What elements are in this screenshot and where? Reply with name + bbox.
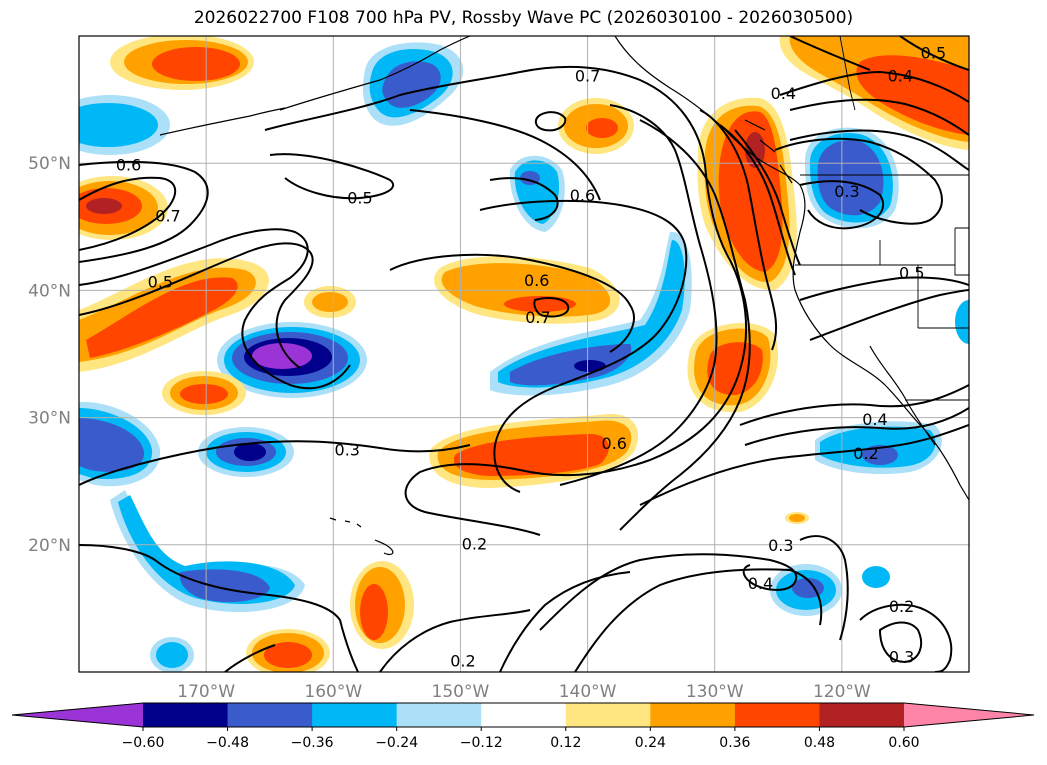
anomaly-negative — [805, 127, 899, 229]
contour-label: 0.7 — [575, 66, 600, 85]
contour-label: 0.6 — [524, 271, 549, 290]
anomaly-positive — [246, 629, 330, 672]
anomaly-positive — [350, 561, 414, 649]
lon-tick-label: 140°W — [559, 682, 617, 702]
colorbar-tick-label: 0.60 — [888, 735, 919, 751]
anomaly-negative — [79, 95, 170, 155]
anomaly-negative — [770, 564, 842, 616]
colorbar-extend-max — [904, 703, 1034, 727]
contour-label: 0.2 — [450, 652, 475, 671]
colorbar-tick-label: −0.48 — [206, 735, 249, 751]
anomaly-negative — [862, 566, 890, 588]
colorbar-segment — [650, 703, 736, 727]
contour-label: 0.5 — [921, 44, 946, 63]
map-title: 2026022700 F108 700 hPa PV, Rossby Wave … — [193, 8, 854, 28]
anomaly-positive — [79, 176, 168, 240]
colorbar-tick-label: −0.12 — [460, 735, 503, 751]
lat-tick-label: 30°N — [28, 409, 71, 429]
contour-label: 0.3 — [889, 648, 914, 667]
anomaly-negative — [490, 231, 692, 396]
anomaly-positive — [558, 98, 634, 154]
anomaly-positive — [304, 286, 356, 318]
lat-tick-label: 40°N — [28, 281, 71, 301]
colorbar-segment — [819, 703, 905, 727]
contour-label: 0.6 — [602, 434, 627, 453]
contour-label: 0.2 — [889, 597, 914, 616]
contour-label: 0.3 — [335, 440, 360, 459]
lat-tick-label: 20°N — [28, 536, 71, 556]
lon-tick-label: 170°W — [177, 682, 235, 702]
borders — [795, 36, 969, 401]
anomaly-positive — [687, 323, 779, 413]
contour-labels: 0.6 0.7 0.5 0.5 0.7 0.6 0.6 0.7 0.4 0.4 0.5 0.3 0.5 0… — [116, 44, 946, 671]
pv-contours — [79, 36, 969, 672]
latitude-labels: 50°N 40°N 30°N 20°N — [28, 154, 71, 556]
anomaly-negative — [110, 490, 305, 613]
colorbar-segment — [227, 703, 313, 727]
contour-label: 0.7 — [525, 308, 550, 327]
anomaly-positive — [697, 97, 797, 291]
anomaly-positive — [110, 36, 254, 90]
contour-label: 0.5 — [347, 189, 372, 208]
anomaly-negative — [955, 300, 969, 344]
contour-label: 0.5 — [899, 264, 924, 283]
colorbar-tick-label: −0.60 — [122, 735, 165, 751]
colorbar-segment — [396, 703, 482, 727]
plot-frame — [78, 35, 970, 673]
colorbar-tick-label: 0.48 — [804, 735, 835, 751]
colorbar-segment — [734, 703, 820, 727]
colorbar-tick-label: 0.36 — [719, 735, 750, 751]
contour-label: 0.4 — [862, 410, 887, 429]
contour-label: 0.4 — [888, 66, 913, 85]
colorbar-tick-label: 0.24 — [635, 735, 666, 751]
lon-tick-label: 150°W — [432, 682, 490, 702]
anomaly-positive — [162, 371, 246, 415]
contour-label: 0.3 — [768, 536, 793, 555]
contour-label: 0.4 — [748, 574, 773, 593]
colorbar-segment — [481, 703, 567, 727]
contour-label: 0.6 — [116, 155, 141, 174]
anomaly-positive — [779, 36, 969, 150]
lon-tick-label: 120°W — [813, 682, 871, 702]
anomaly-negative — [150, 637, 194, 672]
anomaly-negative — [198, 427, 294, 477]
contour-label: 0.3 — [834, 182, 859, 201]
contour-label: 0.6 — [570, 186, 595, 205]
anomaly-positive — [785, 512, 809, 524]
contour-label: 0.2 — [853, 444, 878, 463]
contour-label: 0.5 — [148, 272, 173, 291]
lat-tick-label: 50°N — [28, 154, 71, 174]
colorbar-tick-label: −0.36 — [291, 735, 334, 751]
colorbar-segment — [312, 703, 398, 727]
colorbar-extend-min — [12, 703, 143, 727]
lon-tick-label: 160°W — [304, 682, 362, 702]
anomaly-negative — [509, 155, 565, 232]
colorbar-tick-label: 0.12 — [550, 735, 581, 751]
anomaly-positive — [79, 258, 269, 372]
contour-label: 0.7 — [155, 206, 180, 225]
longitude-labels: 170°W 160°W 150°W 140°W 130°W 120°W — [177, 682, 871, 702]
colorbar-segment — [565, 703, 651, 727]
contour-label: 0.4 — [771, 84, 796, 103]
lon-tick-label: 130°W — [686, 682, 744, 702]
colorbar: −0.60 −0.48 −0.36 −0.24 −0.12 0.12 0.24 0.36 0.4… — [11, 702, 1035, 751]
contour-label: 0.2 — [462, 535, 487, 554]
colorbar-segment — [143, 703, 229, 727]
anomaly-negative — [79, 401, 161, 487]
colorbar-tick-label: −0.24 — [375, 735, 418, 751]
